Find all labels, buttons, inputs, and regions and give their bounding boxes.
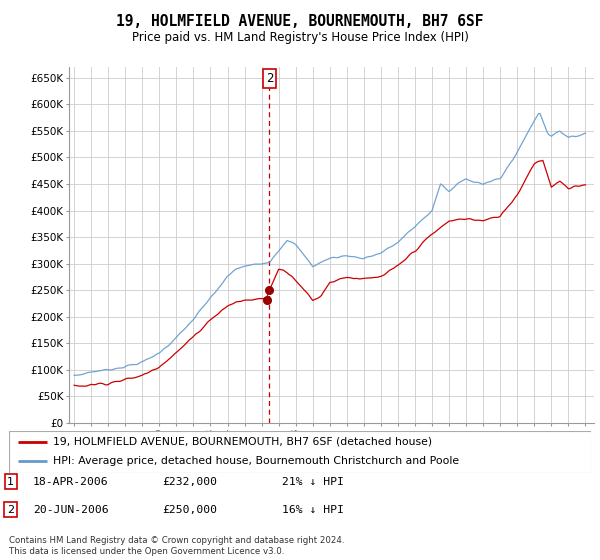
- Text: £232,000: £232,000: [162, 477, 217, 487]
- Text: 19, HOLMFIELD AVENUE, BOURNEMOUTH, BH7 6SF (detached house): 19, HOLMFIELD AVENUE, BOURNEMOUTH, BH7 6…: [53, 437, 432, 447]
- Text: 21% ↓ HPI: 21% ↓ HPI: [282, 477, 344, 487]
- Text: 2: 2: [7, 505, 14, 515]
- Text: 19, HOLMFIELD AVENUE, BOURNEMOUTH, BH7 6SF: 19, HOLMFIELD AVENUE, BOURNEMOUTH, BH7 6…: [116, 14, 484, 29]
- Text: Contains HM Land Registry data © Crown copyright and database right 2024.
This d: Contains HM Land Registry data © Crown c…: [9, 536, 344, 556]
- Text: £250,000: £250,000: [162, 505, 217, 515]
- Text: 20-JUN-2006: 20-JUN-2006: [33, 505, 109, 515]
- Text: Price paid vs. HM Land Registry's House Price Index (HPI): Price paid vs. HM Land Registry's House …: [131, 31, 469, 44]
- Text: HPI: Average price, detached house, Bournemouth Christchurch and Poole: HPI: Average price, detached house, Bour…: [53, 456, 459, 466]
- Text: 16% ↓ HPI: 16% ↓ HPI: [282, 505, 344, 515]
- Text: 2: 2: [266, 72, 273, 85]
- Text: 18-APR-2006: 18-APR-2006: [33, 477, 109, 487]
- Text: 1: 1: [7, 477, 14, 487]
